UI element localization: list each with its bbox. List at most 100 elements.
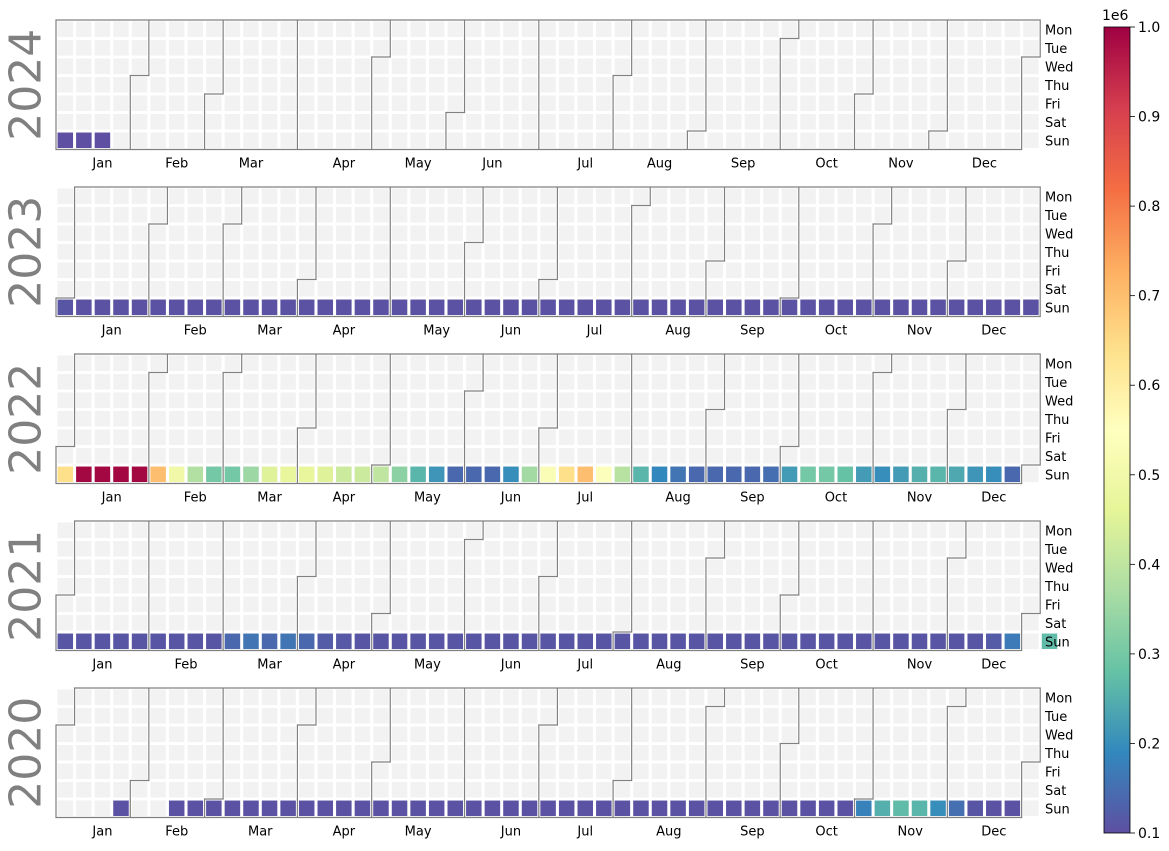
value-cell — [521, 633, 538, 650]
day-cell — [521, 114, 538, 130]
day-cell — [94, 522, 111, 539]
day-cell — [206, 244, 222, 260]
day-cell — [503, 132, 519, 149]
day-cell — [781, 596, 798, 613]
day-cell — [800, 615, 816, 631]
value-cells — [113, 800, 1021, 817]
day-cell — [540, 207, 556, 223]
day-cell — [781, 726, 798, 743]
day-cell — [781, 448, 798, 464]
day-cell — [1004, 374, 1021, 390]
day-cell — [967, 578, 983, 594]
value-cell — [651, 299, 668, 316]
day-cell — [447, 726, 464, 743]
day-cell — [113, 355, 129, 372]
day-cell — [818, 244, 835, 260]
value-cell — [633, 299, 649, 316]
value-cell — [1004, 299, 1021, 316]
day-cell — [763, 95, 779, 112]
day-cell — [94, 114, 111, 130]
day-cell — [428, 244, 445, 260]
day-cell — [1004, 559, 1021, 576]
day-cell — [298, 429, 315, 446]
day-cell — [503, 559, 519, 576]
month-label: Sep — [740, 825, 765, 840]
value-cell — [911, 800, 928, 817]
day-cell — [596, 726, 612, 743]
day-cell — [150, 448, 166, 464]
day-cell — [317, 392, 334, 409]
month-boundary — [296, 187, 317, 317]
day-cell — [911, 578, 928, 594]
day-cell — [651, 95, 668, 112]
year-panels: Jan Feb Mar Apr May Jun Jul Aug Sep Oct Nov DecMonT… — [1, 19, 1073, 840]
day-cell — [447, 244, 464, 260]
day-cell — [744, 763, 761, 780]
day-cell — [428, 429, 445, 446]
month-boundary — [296, 521, 317, 651]
month-boundary — [853, 688, 874, 818]
day-cell — [168, 58, 185, 75]
day-cell — [893, 374, 909, 390]
day-cell — [930, 262, 946, 279]
day-cell — [744, 782, 761, 798]
day-cell — [874, 448, 891, 464]
day-cell — [633, 225, 649, 242]
day-cell — [410, 244, 426, 260]
day-cell — [930, 763, 946, 780]
day-cell — [558, 745, 575, 761]
day-cell — [707, 392, 723, 409]
day-cell — [76, 726, 92, 743]
day-cell — [967, 262, 983, 279]
day-cell — [410, 689, 426, 706]
value-cell — [150, 633, 166, 650]
day-cell — [1004, 58, 1021, 75]
day-cell — [373, 448, 389, 464]
day-cell — [763, 132, 779, 149]
day-cell — [874, 689, 891, 706]
day-cell — [893, 95, 909, 112]
day-cell — [948, 763, 965, 780]
day-cell — [763, 578, 779, 594]
day-cell — [856, 559, 872, 576]
day-cell — [224, 95, 241, 112]
day-cell — [930, 782, 946, 798]
day-cell — [466, 708, 482, 724]
day-cell — [113, 578, 129, 594]
day-cell — [818, 392, 835, 409]
day-cell — [131, 763, 148, 780]
day-cell — [763, 114, 779, 130]
day-cell — [466, 429, 482, 446]
day-cell — [391, 188, 408, 205]
day-cell — [744, 132, 761, 149]
day-cell — [187, 429, 204, 446]
day-cell — [614, 429, 631, 446]
day-cell — [818, 77, 835, 93]
day-cell — [503, 745, 519, 761]
day-cell — [633, 448, 649, 464]
year-label: 2024 — [1, 29, 52, 141]
day-cell — [76, 281, 92, 297]
day-cell — [187, 225, 204, 242]
day-cell — [336, 58, 352, 75]
day-cell — [967, 132, 983, 149]
day-cell — [893, 745, 909, 761]
value-cell — [336, 633, 352, 650]
value-cell — [577, 466, 593, 483]
day-cell — [243, 77, 259, 93]
value-cell — [948, 466, 965, 483]
value-cell — [187, 299, 204, 316]
day-cell — [94, 596, 111, 613]
day-cell — [948, 244, 965, 260]
day-cell — [744, 40, 761, 56]
day-cell — [911, 21, 928, 38]
day-cell — [781, 40, 798, 56]
day-cell — [614, 615, 631, 631]
day-cell — [911, 615, 928, 631]
day-cell — [986, 244, 1002, 260]
day-cell — [948, 58, 965, 75]
day-cell — [818, 578, 835, 594]
month-boundary — [463, 354, 484, 484]
day-cell — [187, 132, 204, 149]
day-cell — [484, 77, 501, 93]
